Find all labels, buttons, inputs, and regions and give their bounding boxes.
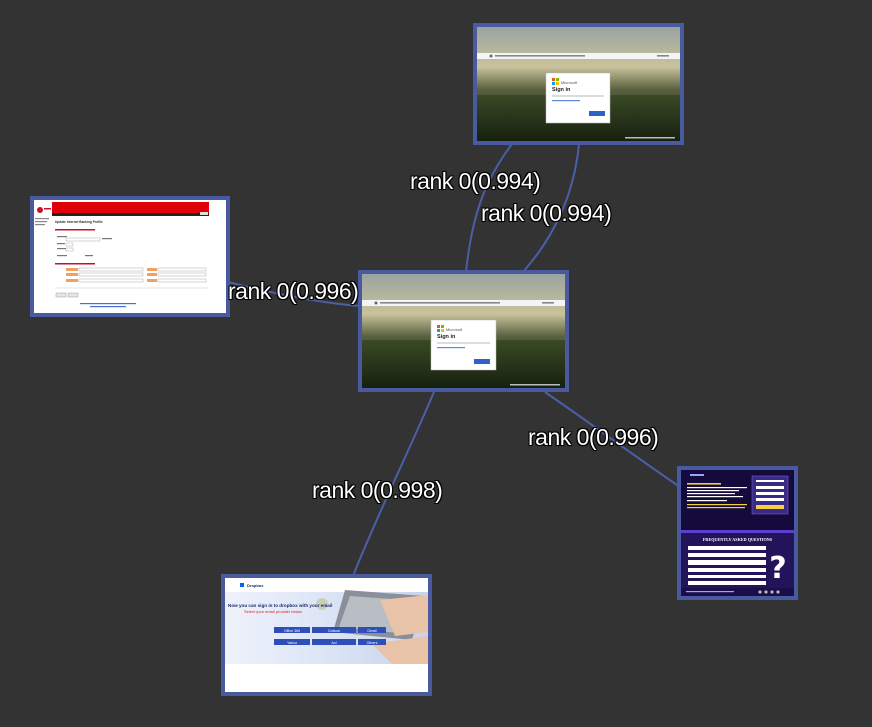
dropbox-heading: Now you can sign in to dropbox with your… bbox=[228, 603, 332, 608]
node-bottom[interactable]: Dropbox Now you can sign in to dropbox w… bbox=[221, 574, 432, 696]
question-mark-icon: ? bbox=[769, 551, 786, 586]
provider-label: Gmail bbox=[367, 629, 377, 633]
provider-button-office365[interactable] bbox=[274, 627, 310, 633]
node-left[interactable]: Update Internet Banking Profile bbox=[30, 196, 230, 317]
edge-label-bottom: rank 0(0.998) bbox=[312, 477, 443, 503]
edge-top-b bbox=[522, 143, 580, 273]
edge-top-a bbox=[465, 143, 513, 273]
provider-label: Aol bbox=[331, 641, 336, 645]
signin-brand: Microsoft bbox=[561, 80, 578, 85]
edge-label-right: rank 0(0.996) bbox=[528, 424, 659, 450]
provider-button-aol[interactable] bbox=[312, 639, 356, 645]
node-center[interactable]: Microsoft Sign in bbox=[358, 270, 569, 392]
edge-label-top-a: rank 0(0.994) bbox=[410, 168, 541, 194]
dropbox-subheading: Select your email provider below bbox=[244, 609, 302, 614]
provider-label: Outlook bbox=[328, 629, 341, 633]
provider-buttons: Office 365 Outlook Gmail Yahoo Aol Other… bbox=[274, 627, 386, 645]
provider-label: Yahoo bbox=[287, 641, 297, 645]
edge-bottom bbox=[352, 391, 435, 577]
provider-label: Others bbox=[367, 641, 378, 645]
dropbox-brand: Dropbox bbox=[247, 583, 264, 588]
provider-button-others[interactable] bbox=[358, 639, 386, 645]
provider-button-gmail[interactable] bbox=[358, 627, 386, 633]
provider-label: Office 365 bbox=[284, 629, 300, 633]
edge-left bbox=[227, 281, 361, 307]
edge-right bbox=[544, 391, 681, 488]
edge-label-left: rank 0(0.996) bbox=[228, 278, 359, 304]
signin-title: Sign in bbox=[437, 334, 456, 340]
signin-brand: Microsoft bbox=[446, 327, 463, 332]
provider-button-outlook[interactable] bbox=[312, 627, 356, 633]
provider-button-yahoo[interactable] bbox=[274, 639, 310, 645]
signin-title: Sign in bbox=[552, 87, 571, 93]
faq-heading: FREQUENTLY ASKED QUESTIONS bbox=[703, 537, 773, 542]
edges bbox=[227, 143, 681, 577]
node-top[interactable]: Microsoft Sign in bbox=[473, 23, 684, 145]
node-right[interactable]: FREQUENTLY ASKED QUESTIONS ? bbox=[677, 466, 798, 600]
edge-label-top-b: rank 0(0.994) bbox=[481, 200, 612, 226]
bank-form-title: Update Internet Banking Profile bbox=[55, 220, 103, 224]
